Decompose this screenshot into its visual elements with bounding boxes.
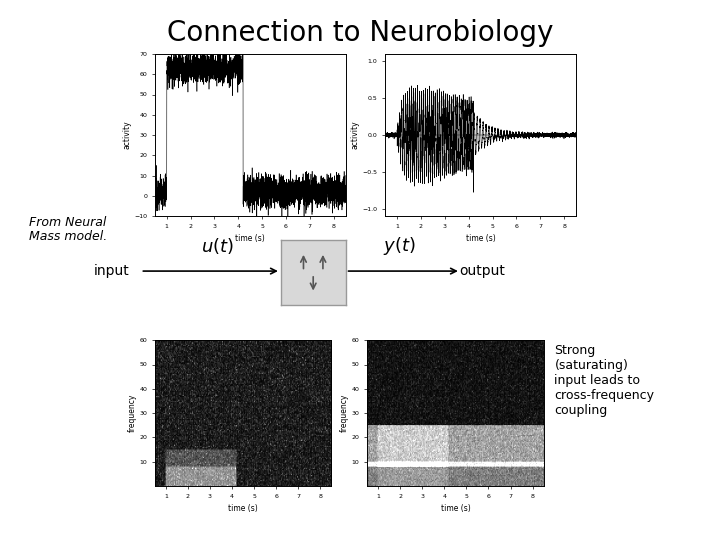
Y-axis label: activity: activity <box>351 120 360 150</box>
X-axis label: time (s): time (s) <box>228 504 258 513</box>
Text: From Neural
Mass model.: From Neural Mass model. <box>29 215 107 244</box>
Y-axis label: frequency: frequency <box>340 394 349 433</box>
Text: input: input <box>94 264 130 278</box>
Text: Strong
(saturating)
input leads to
cross-frequency
coupling: Strong (saturating) input leads to cross… <box>554 344 654 417</box>
Text: $y(t)$: $y(t)$ <box>383 235 416 256</box>
Text: $u(t)$: $u(t)$ <box>201 235 234 256</box>
Text: Connection to Neurobiology: Connection to Neurobiology <box>167 19 553 47</box>
Text: output: output <box>459 264 505 278</box>
X-axis label: time (s): time (s) <box>466 234 495 243</box>
X-axis label: time (s): time (s) <box>441 504 470 513</box>
Y-axis label: activity: activity <box>122 120 131 150</box>
X-axis label: time (s): time (s) <box>235 234 265 243</box>
Y-axis label: frequency: frequency <box>127 394 137 433</box>
